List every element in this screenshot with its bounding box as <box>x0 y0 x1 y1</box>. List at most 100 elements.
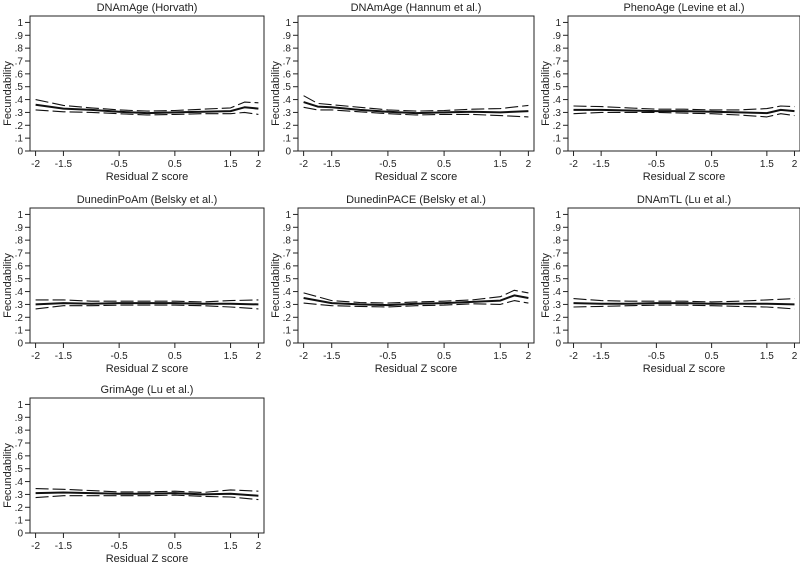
y-tick-label: 0 <box>555 147 561 158</box>
y-tick-label: .3 <box>15 108 24 119</box>
y-tick-label: .9 <box>553 223 562 234</box>
y-tick-label: .9 <box>283 31 292 42</box>
y-tick-label: .2 <box>553 313 562 324</box>
x-tick-label: -2 <box>299 351 308 362</box>
x-tick-label: -2 <box>569 351 578 362</box>
y-tick-label: .3 <box>283 108 292 119</box>
y-tick-label: 1 <box>285 18 291 29</box>
series-line-estimate <box>35 302 259 306</box>
x-tick-label: 2 <box>256 541 262 552</box>
x-tick-label: 0.5 <box>168 541 182 552</box>
y-tick-label: 1 <box>285 210 291 221</box>
y-tick-label: .6 <box>15 261 24 272</box>
y-tick-label: .5 <box>553 82 562 93</box>
x-tick-label: -1.5 <box>55 351 73 362</box>
y-tick-label: .2 <box>283 121 292 132</box>
x-tick-label: -2 <box>31 351 40 362</box>
y-tick-label: .6 <box>15 69 24 80</box>
y-tick-label: .7 <box>283 57 292 68</box>
x-tick-label: 1.5 <box>760 159 774 170</box>
x-tick-label: -0.5 <box>111 159 129 170</box>
x-tick-label: 0.5 <box>168 159 182 170</box>
x-tick-label: 0.5 <box>168 351 182 362</box>
y-tick-label: .1 <box>553 326 562 337</box>
y-tick-label: .8 <box>553 236 562 247</box>
series-line-lower <box>35 494 259 501</box>
x-tick-label: -1.5 <box>323 159 341 170</box>
chart-title: DNAmTL (Lu et al.) <box>637 194 731 206</box>
chart-panel: PhenoAge (Levine et al.) 0 .1 .2 .3 .4 .5 .6.7.… <box>540 2 800 183</box>
x-tick-label: 1.5 <box>224 541 238 552</box>
series-line-upper <box>35 99 259 112</box>
y-tick-label: 0 <box>17 529 23 540</box>
series-line-lower <box>35 109 259 116</box>
x-tick-label: -1.5 <box>593 351 611 362</box>
chart-panel: DunedinPACE (Belsky et al.) 0 .1 .2 .3 .4 .5 .6… <box>270 194 535 375</box>
y-axis-label: Fecundability <box>540 253 552 318</box>
y-tick-label: 0 <box>285 339 291 350</box>
x-tick-label: 0.5 <box>437 351 451 362</box>
chart-panel: DNAmTL (Lu et al.) 0 .1 .2 .3 .4 .5 .6.7 .8 .9 1 -2… <box>540 194 800 375</box>
y-tick-label: 1 <box>555 210 561 221</box>
series-line-upper <box>303 95 529 112</box>
x-tick-label: -1.5 <box>55 541 73 552</box>
y-tick-label: .2 <box>283 313 292 324</box>
y-tick-label: .5 <box>283 82 292 93</box>
y-tick-label: .9 <box>283 223 292 234</box>
y-tick-label: .4 <box>15 477 24 488</box>
y-tick-label: .3 <box>553 108 562 119</box>
y-tick-label: .3 <box>15 490 24 501</box>
y-axis-label: Fecundability <box>2 443 14 508</box>
y-tick-label: .6 <box>553 69 562 80</box>
x-axis-label: Residual Z score <box>643 171 726 183</box>
chart-title: DunedinPACE (Belsky et al.) <box>346 194 486 206</box>
series-line-upper <box>303 289 529 304</box>
y-tick-label: .1 <box>15 326 24 337</box>
x-tick-label: 1.5 <box>493 351 507 362</box>
x-axis-label: Residual Z score <box>106 553 189 565</box>
y-tick-label: .6 <box>15 451 24 462</box>
y-tick-label: .2 <box>553 121 562 132</box>
y-tick-label: .9 <box>553 31 562 42</box>
y-tick-label: .4 <box>553 95 562 106</box>
y-tick-label: .2 <box>15 503 24 514</box>
x-tick-label: -0.5 <box>648 159 666 170</box>
y-tick-label: .8 <box>283 44 292 55</box>
y-tick-label: .3 <box>15 300 24 311</box>
y-tick-label: .5 <box>283 274 292 285</box>
x-tick-label: 2 <box>792 159 798 170</box>
chart-title: DunedinPoAm (Belsky et al.) <box>77 194 218 206</box>
x-axis-label: Residual Z score <box>375 171 458 183</box>
chart-title: GrimAge (Lu et al.) <box>101 384 194 396</box>
y-tick-label: .1 <box>553 134 562 145</box>
x-tick-label: 2 <box>526 159 532 170</box>
x-tick-label: 2 <box>526 351 532 362</box>
x-axis-label: Residual Z score <box>106 171 189 183</box>
x-axis-label: Residual Z score <box>375 363 458 375</box>
series-line-estimate <box>303 101 529 115</box>
plot-frame <box>567 15 800 152</box>
plot-frame <box>29 397 265 534</box>
series-line-upper <box>35 299 259 303</box>
x-axis-label: Residual Z score <box>106 363 189 375</box>
series-line-estimate <box>35 103 259 115</box>
x-tick-label: -2 <box>31 159 40 170</box>
y-tick-label: .7 <box>15 57 24 68</box>
y-axis-label: Fecundability <box>2 253 14 318</box>
y-tick-label: 0 <box>555 339 561 350</box>
series-line-estimate <box>573 108 795 115</box>
y-tick-label: .8 <box>15 44 24 55</box>
y-tick-label: .4 <box>283 287 292 298</box>
y-tick-label: .8 <box>553 44 562 55</box>
y-tick-label: .9 <box>15 223 24 234</box>
series-line-upper <box>573 298 795 303</box>
plot-frame <box>29 15 265 152</box>
y-tick-label: .5 <box>15 274 24 285</box>
series-line-lower <box>573 304 795 310</box>
x-tick-label: 1.5 <box>224 159 238 170</box>
x-tick-label: 1.5 <box>224 351 238 362</box>
y-tick-label: 1 <box>17 18 23 29</box>
chart-panel: DunedinPoAm (Belsky et al.) 0 .1 .2 .3 .4 .5 .6… <box>2 194 265 375</box>
x-tick-label: -2 <box>569 159 578 170</box>
y-axis-label: Fecundability <box>270 61 282 126</box>
